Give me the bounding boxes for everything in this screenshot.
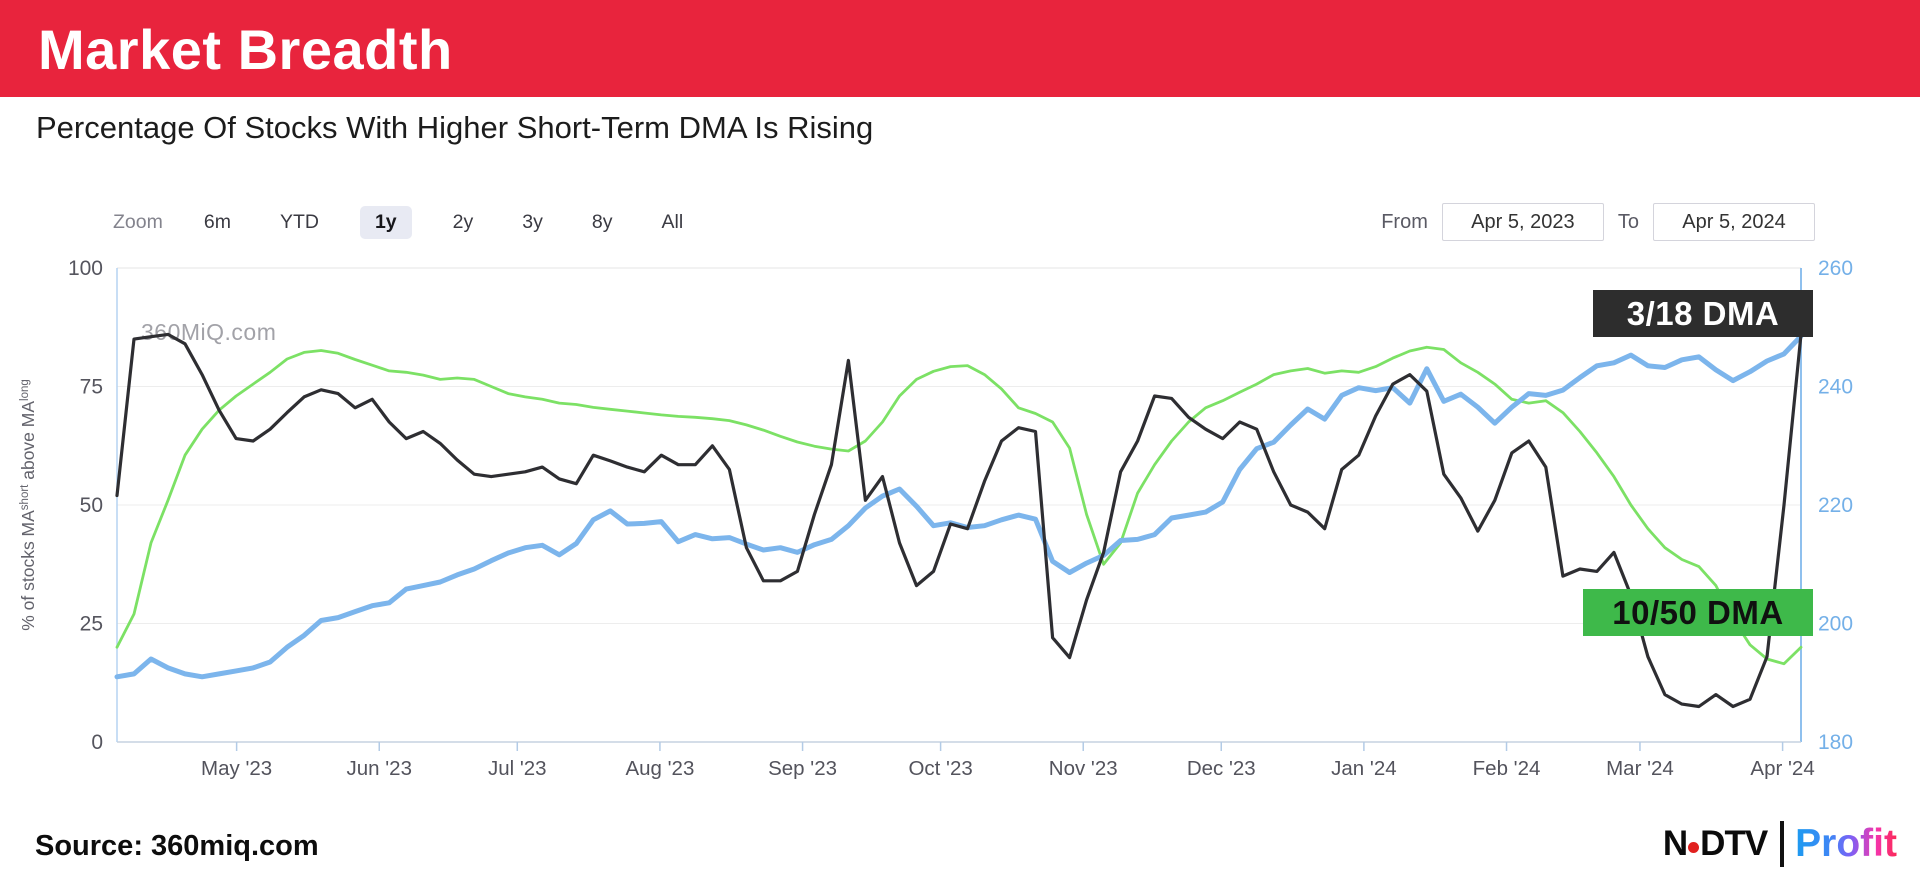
x-axis-label: May '23 bbox=[201, 757, 272, 780]
left-axis-title: % of stocks MAshort above MAlong bbox=[18, 379, 38, 631]
from-date-input[interactable] bbox=[1441, 203, 1604, 241]
zoom-button-8y[interactable]: 8y bbox=[591, 210, 613, 233]
page-header: Market Breadth bbox=[0, 0, 1920, 97]
left-axis-label: 75 bbox=[80, 376, 103, 399]
ndtv-red-dot-icon bbox=[1688, 841, 1700, 853]
date-range: From To bbox=[1381, 203, 1815, 241]
right-axis-label: 220 bbox=[1818, 494, 1853, 517]
left-axis-label: 25 bbox=[80, 613, 103, 636]
x-axis-label: Dec '23 bbox=[1187, 757, 1256, 780]
chart-plot[interactable]: May '23 Jun '23 Jul '23 Aug '23 Sep '23 Oct '… bbox=[0, 150, 1920, 810]
series-line-index-right-axis bbox=[114, 333, 1804, 680]
right-axis-label: 200 bbox=[1818, 613, 1853, 636]
right-axis-label: 180 bbox=[1818, 731, 1853, 754]
x-axis-label: Apr '24 bbox=[1750, 757, 1814, 780]
ndtv-profit-logo: N DTV Profit bbox=[1663, 818, 1897, 870]
chart-subtitle: Percentage Of Stocks With Higher Short-T… bbox=[36, 110, 874, 145]
zoom-label: Zoom bbox=[113, 210, 163, 233]
x-axis-label: Oct '23 bbox=[908, 757, 972, 780]
x-axis-label: Nov '23 bbox=[1049, 757, 1118, 780]
logo-divider bbox=[1780, 821, 1785, 867]
left-axis-label: 100 bbox=[68, 257, 103, 280]
left-axis-label: 50 bbox=[80, 494, 103, 517]
profit-wordmark: Profit bbox=[1795, 822, 1897, 865]
zoom-button-all[interactable]: All bbox=[661, 210, 684, 233]
zoom-button-2y[interactable]: 2y bbox=[452, 210, 474, 233]
right-axis-label: 260 bbox=[1818, 257, 1853, 280]
zoom-button-1y[interactable]: 1y bbox=[359, 205, 412, 239]
zoom-button-6m[interactable]: 6m bbox=[203, 210, 231, 233]
left-axis-label: 0 bbox=[91, 731, 103, 754]
x-axis-label: Jan '24 bbox=[1331, 757, 1396, 780]
source-text: Source: 360miq.com bbox=[35, 830, 319, 862]
page-title: Market Breadth bbox=[38, 18, 453, 81]
ndtv-wordmark: N DTV bbox=[1662, 824, 1768, 863]
range-selector: Zoom 6m YTD 1y 2y 3y 8y All bbox=[113, 205, 691, 239]
zoom-button-3y[interactable]: 3y bbox=[522, 210, 543, 233]
series-line-dma-3-18 bbox=[115, 332, 1803, 709]
x-axis-label: Jul '23 bbox=[488, 757, 547, 780]
x-axis-label: Mar '24 bbox=[1606, 757, 1674, 780]
zoom-button-ytd[interactable]: YTD bbox=[279, 210, 319, 233]
to-date-input[interactable] bbox=[1653, 203, 1815, 241]
from-label: From bbox=[1381, 210, 1428, 233]
watermark: 360MiQ.com bbox=[141, 319, 276, 345]
right-axis-label: 240 bbox=[1818, 376, 1853, 399]
series-label-10-50-dma: 10/50 DMA bbox=[1583, 589, 1813, 636]
x-axis-label: Feb '24 bbox=[1473, 757, 1541, 780]
to-label: To bbox=[1617, 210, 1639, 233]
x-axis-label: Sep '23 bbox=[768, 757, 837, 780]
x-axis-label: Jun '23 bbox=[347, 757, 412, 780]
series-label-3-18-dma: 3/18 DMA bbox=[1593, 290, 1813, 337]
x-axis-label: Aug '23 bbox=[625, 757, 694, 780]
